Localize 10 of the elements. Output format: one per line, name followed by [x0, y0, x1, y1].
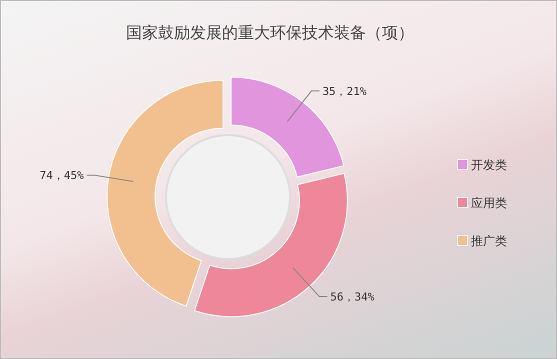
legend-label: 应用类 — [471, 196, 507, 210]
data-label: 35，21% — [322, 84, 367, 98]
legend-item: 开发类 — [457, 158, 507, 172]
data-label: 74，45% — [40, 169, 84, 182]
legend-item: 应用类 — [457, 196, 507, 210]
data-label: 56，34% — [330, 290, 375, 304]
chart-title: 国家鼓励发展的重大环保技术装备（项） — [126, 23, 414, 42]
legend-label: 推广类 — [471, 234, 507, 248]
legend-label: 开发类 — [471, 158, 507, 172]
legend-item: 推广类 — [457, 234, 507, 248]
